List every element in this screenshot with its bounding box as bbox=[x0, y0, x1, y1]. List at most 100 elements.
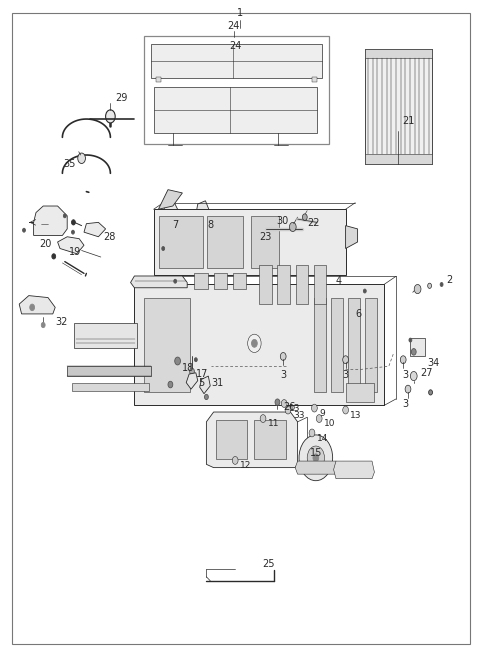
Circle shape bbox=[302, 214, 307, 220]
Text: 3: 3 bbox=[403, 370, 408, 379]
Text: 22: 22 bbox=[307, 218, 320, 228]
Polygon shape bbox=[163, 199, 178, 222]
Circle shape bbox=[232, 456, 238, 464]
Text: 33: 33 bbox=[293, 411, 304, 420]
Polygon shape bbox=[186, 373, 198, 389]
Text: 18: 18 bbox=[182, 362, 195, 373]
Bar bbox=[410, 338, 425, 356]
Text: 9: 9 bbox=[319, 409, 325, 418]
Text: 7: 7 bbox=[172, 220, 178, 230]
Circle shape bbox=[281, 400, 287, 407]
Circle shape bbox=[23, 228, 25, 232]
Polygon shape bbox=[158, 190, 182, 209]
Circle shape bbox=[52, 254, 56, 259]
Circle shape bbox=[204, 394, 208, 400]
Text: 2: 2 bbox=[446, 275, 453, 285]
Text: 31: 31 bbox=[211, 377, 224, 388]
Text: 3: 3 bbox=[280, 370, 286, 379]
Polygon shape bbox=[346, 226, 358, 249]
Polygon shape bbox=[334, 461, 374, 479]
Circle shape bbox=[194, 358, 197, 362]
Text: 15: 15 bbox=[310, 447, 322, 458]
Bar bbox=[254, 420, 286, 459]
Bar bbox=[72, 383, 149, 391]
Text: 21: 21 bbox=[402, 116, 414, 126]
Text: 28: 28 bbox=[103, 232, 116, 242]
Text: 12: 12 bbox=[240, 461, 252, 470]
Text: 4: 4 bbox=[336, 276, 342, 286]
Circle shape bbox=[313, 454, 319, 462]
Circle shape bbox=[248, 334, 261, 353]
Bar bbox=[314, 298, 326, 392]
Circle shape bbox=[285, 406, 291, 414]
Circle shape bbox=[175, 357, 180, 365]
Text: 34: 34 bbox=[427, 358, 440, 368]
Text: 29: 29 bbox=[115, 93, 128, 103]
Bar bbox=[159, 216, 203, 268]
Circle shape bbox=[410, 371, 417, 381]
Text: 35: 35 bbox=[63, 159, 76, 169]
Text: 32: 32 bbox=[55, 317, 68, 327]
Polygon shape bbox=[58, 237, 84, 254]
Bar bbox=[312, 77, 317, 82]
Circle shape bbox=[312, 404, 317, 412]
Bar bbox=[346, 383, 374, 402]
Text: 13: 13 bbox=[289, 404, 300, 413]
Bar bbox=[365, 49, 432, 58]
Circle shape bbox=[78, 153, 85, 164]
Circle shape bbox=[41, 322, 45, 328]
Bar bbox=[144, 298, 190, 392]
Bar bbox=[216, 420, 247, 459]
Circle shape bbox=[400, 356, 406, 364]
Text: 24: 24 bbox=[228, 22, 240, 31]
Text: 6: 6 bbox=[355, 309, 361, 319]
Text: 11: 11 bbox=[268, 419, 279, 428]
Polygon shape bbox=[206, 412, 298, 468]
Text: 25: 25 bbox=[263, 559, 275, 570]
Circle shape bbox=[252, 339, 257, 347]
Polygon shape bbox=[131, 276, 187, 288]
Text: 19: 19 bbox=[69, 247, 82, 257]
Bar bbox=[365, 298, 377, 392]
Text: 8: 8 bbox=[207, 220, 214, 230]
Bar bbox=[154, 209, 346, 275]
Bar bbox=[314, 265, 326, 304]
Circle shape bbox=[275, 399, 280, 405]
Polygon shape bbox=[19, 296, 55, 314]
Polygon shape bbox=[34, 206, 67, 235]
Circle shape bbox=[30, 304, 35, 311]
Bar bbox=[214, 273, 227, 289]
Circle shape bbox=[429, 390, 432, 395]
Circle shape bbox=[106, 110, 115, 123]
Circle shape bbox=[162, 247, 165, 250]
Circle shape bbox=[343, 356, 348, 364]
Bar bbox=[151, 44, 322, 78]
Text: 3: 3 bbox=[343, 370, 348, 379]
Bar bbox=[74, 323, 137, 348]
Text: 14: 14 bbox=[317, 434, 328, 443]
Circle shape bbox=[280, 353, 286, 360]
Circle shape bbox=[63, 214, 66, 218]
Bar bbox=[365, 154, 432, 164]
Bar bbox=[154, 87, 317, 133]
Text: 10: 10 bbox=[324, 419, 336, 428]
Text: 5: 5 bbox=[198, 377, 204, 388]
Text: 13: 13 bbox=[350, 411, 362, 420]
Polygon shape bbox=[196, 201, 209, 219]
Circle shape bbox=[411, 349, 416, 355]
Bar bbox=[134, 284, 384, 405]
Text: 27: 27 bbox=[420, 368, 432, 378]
Text: 24: 24 bbox=[229, 41, 241, 51]
Text: 30: 30 bbox=[276, 216, 288, 226]
Bar bbox=[207, 216, 243, 268]
Bar bbox=[156, 77, 161, 82]
Circle shape bbox=[307, 446, 324, 470]
Bar bbox=[259, 265, 272, 304]
Circle shape bbox=[363, 289, 366, 293]
Circle shape bbox=[405, 385, 411, 393]
Bar bbox=[251, 216, 279, 268]
Circle shape bbox=[414, 284, 421, 294]
Circle shape bbox=[72, 220, 75, 225]
Bar bbox=[296, 265, 308, 304]
Circle shape bbox=[72, 230, 74, 234]
